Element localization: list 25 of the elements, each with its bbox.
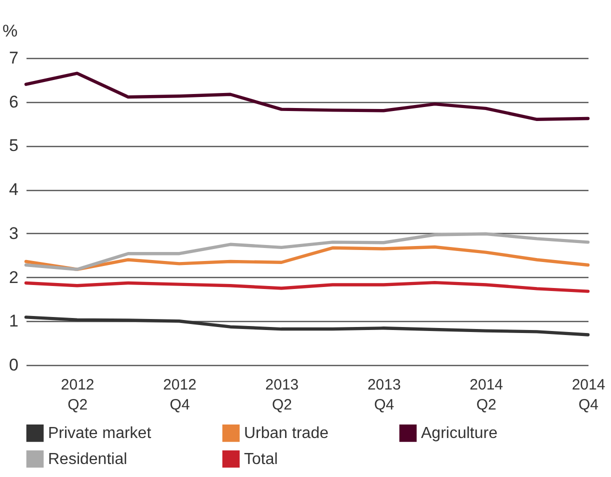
line-series	[24, 72, 590, 121]
line-series	[24, 280, 590, 293]
x-tick-label: 2012 Q4	[163, 376, 196, 414]
legend-label: Total	[244, 451, 278, 468]
line-series	[24, 245, 590, 271]
y-tick-label: 2	[9, 268, 18, 287]
y-tick-label: 6	[9, 92, 18, 112]
x-tick-label: 2013 Q4	[367, 376, 401, 414]
x-tick-label: 2013 Q2	[265, 376, 299, 414]
y-tick-label: 7	[9, 48, 18, 68]
legend-label: Residential	[48, 451, 128, 468]
line-series	[24, 232, 590, 271]
y-tick-label: 0	[9, 356, 18, 374]
legend-label: Private market	[48, 425, 152, 442]
y-tick-label: 1	[9, 312, 18, 331]
x-tick-label: 2014 Q4	[572, 376, 606, 414]
y-tick-label: 4	[9, 180, 18, 200]
line-series	[24, 316, 590, 336]
y-tick-label: 5	[9, 136, 18, 156]
legend-label: Agriculture	[421, 425, 498, 442]
x-tick-label: 2012 Q2	[60, 376, 94, 414]
legend-label: Urban trade	[244, 425, 329, 442]
x-tick-label: 2014 Q2	[470, 376, 504, 414]
y-axis-title: %	[2, 22, 18, 40]
y-tick-label: 3	[9, 224, 18, 243]
